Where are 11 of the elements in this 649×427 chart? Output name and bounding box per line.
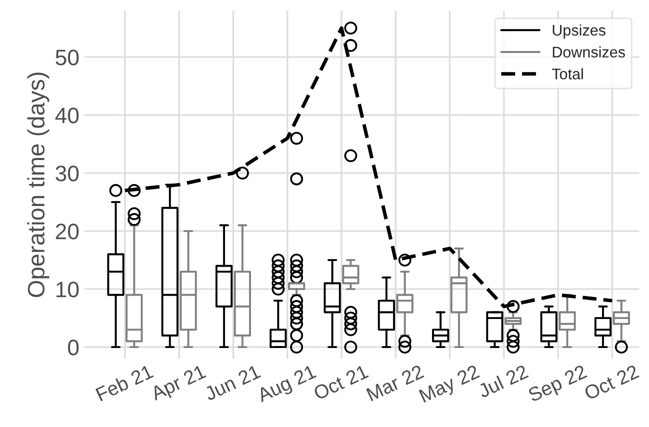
legend-label: Upsizes (552, 24, 606, 39)
y-tick-label: 30 (56, 166, 79, 182)
y-tick-label: 40 (55, 108, 79, 124)
y-axis-title: Operation time (days) (27, 72, 50, 298)
y-tick-label: 0 (68, 340, 79, 356)
y-tick-label: 50 (56, 50, 79, 66)
legend-label: Total (552, 68, 583, 80)
legend-label: Downsizes (552, 46, 625, 58)
y-tick-label: 20 (56, 224, 79, 240)
x-tick-label: Feb 21 (95, 364, 154, 402)
y-tick-label: 10 (56, 282, 79, 298)
